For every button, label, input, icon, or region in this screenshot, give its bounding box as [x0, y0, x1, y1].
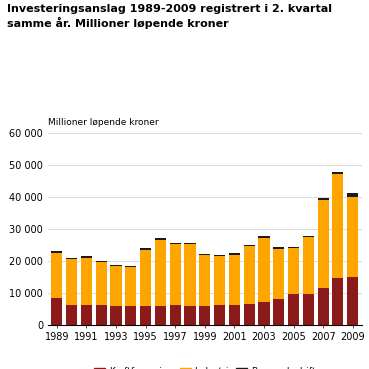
Bar — [273, 247, 284, 249]
Bar — [258, 302, 269, 325]
Bar — [318, 288, 329, 325]
Bar — [66, 304, 77, 325]
Bar — [66, 258, 77, 259]
Bar — [170, 305, 181, 325]
Bar — [155, 306, 166, 325]
Bar — [288, 294, 299, 325]
Bar — [81, 305, 92, 325]
Bar — [96, 305, 107, 325]
Bar — [229, 255, 240, 305]
Bar — [347, 277, 358, 325]
Text: Investeringsanslag 1989-2009 registrert i 2. kvartal
samme år. Millioner løpende: Investeringsanslag 1989-2009 registrert … — [7, 4, 332, 29]
Bar — [318, 200, 329, 288]
Bar — [214, 256, 225, 305]
Bar — [51, 251, 62, 253]
Bar — [199, 254, 210, 255]
Bar — [51, 297, 62, 325]
Bar — [184, 306, 196, 325]
Bar — [347, 197, 358, 277]
Bar — [110, 266, 121, 306]
Bar — [155, 238, 166, 240]
Bar — [96, 261, 107, 262]
Bar — [244, 245, 255, 246]
Bar — [110, 265, 121, 266]
Bar — [229, 305, 240, 325]
Bar — [229, 254, 240, 255]
Bar — [303, 236, 314, 237]
Bar — [303, 237, 314, 294]
Bar — [332, 278, 344, 325]
Bar — [318, 199, 329, 200]
Bar — [214, 255, 225, 256]
Bar — [258, 236, 269, 238]
Bar — [184, 244, 196, 306]
Bar — [125, 266, 137, 306]
Bar — [81, 256, 92, 258]
Bar — [170, 244, 181, 305]
Bar — [273, 249, 284, 299]
Bar — [140, 248, 151, 250]
Bar — [347, 193, 358, 197]
Text: Millioner løpende kroner: Millioner løpende kroner — [48, 118, 159, 127]
Bar — [258, 238, 269, 302]
Bar — [214, 305, 225, 325]
Legend: Kraftforsyning, Industri, Bergverksdrift: Kraftforsyning, Industri, Bergverksdrift — [91, 364, 319, 369]
Bar — [170, 242, 181, 244]
Bar — [66, 259, 77, 304]
Bar — [81, 258, 92, 305]
Bar — [244, 246, 255, 304]
Bar — [273, 299, 284, 325]
Bar — [303, 294, 314, 325]
Bar — [199, 306, 210, 325]
Bar — [244, 304, 255, 325]
Bar — [110, 306, 121, 325]
Bar — [199, 255, 210, 306]
Bar — [96, 262, 107, 305]
Bar — [184, 243, 196, 244]
Bar — [140, 250, 151, 306]
Bar — [140, 306, 151, 325]
Bar — [125, 306, 137, 325]
Bar — [155, 240, 166, 306]
Bar — [51, 253, 62, 297]
Bar — [288, 247, 299, 248]
Bar — [288, 248, 299, 294]
Bar — [332, 172, 344, 175]
Bar — [332, 175, 344, 278]
